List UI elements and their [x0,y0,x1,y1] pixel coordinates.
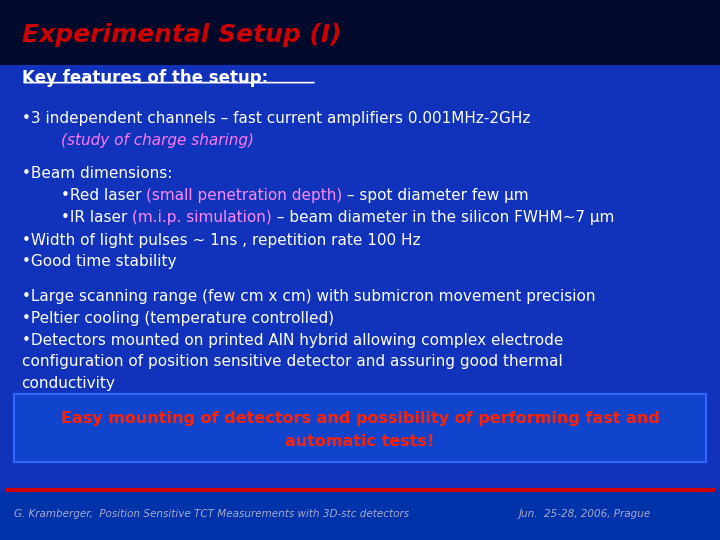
Text: •Beam dimensions:: •Beam dimensions: [22,166,172,181]
Text: conductivity: conductivity [22,376,115,391]
Text: (study of charge sharing): (study of charge sharing) [22,133,253,148]
Text: Easy mounting of detectors and possibility of performing fast and: Easy mounting of detectors and possibili… [60,411,660,426]
Text: automatic tests!: automatic tests! [285,434,435,449]
FancyBboxPatch shape [14,394,706,462]
Text: (small penetration depth): (small penetration depth) [146,188,342,203]
Text: – spot diameter few μm: – spot diameter few μm [342,188,529,203]
Text: •Width of light pulses ~ 1ns , repetition rate 100 Hz: •Width of light pulses ~ 1ns , repetitio… [22,233,420,248]
Text: •Red laser: •Red laser [22,188,146,203]
FancyBboxPatch shape [0,0,720,65]
Text: •IR laser: •IR laser [22,210,132,225]
Text: Jun.  25-28, 2006, Prague: Jun. 25-28, 2006, Prague [518,509,651,519]
Text: •Peltier cooling (temperature controlled): •Peltier cooling (temperature controlled… [22,311,334,326]
FancyBboxPatch shape [0,65,720,491]
Text: (m.i.p. simulation): (m.i.p. simulation) [132,210,271,225]
Text: – beam diameter in the silicon FWHM~7 μm: – beam diameter in the silicon FWHM~7 μm [271,210,614,225]
Text: configuration of position sensitive detector and assuring good thermal: configuration of position sensitive dete… [22,354,562,369]
Text: G. Kramberger,  Position Sensitive TCT Measurements with 3D-stc detectors: G. Kramberger, Position Sensitive TCT Me… [14,509,410,519]
Text: Key features of the setup:: Key features of the setup: [22,69,268,87]
Text: •Detectors mounted on printed AlN hybrid allowing complex electrode: •Detectors mounted on printed AlN hybrid… [22,333,563,348]
Text: •Good time stability: •Good time stability [22,254,176,269]
FancyBboxPatch shape [0,491,720,540]
Text: •3 independent channels – fast current amplifiers 0.001MHz-2GHz: •3 independent channels – fast current a… [22,111,530,126]
Text: Experimental Setup (I): Experimental Setup (I) [22,23,341,47]
Text: •Large scanning range (few cm x cm) with submicron movement precision: •Large scanning range (few cm x cm) with… [22,289,595,305]
